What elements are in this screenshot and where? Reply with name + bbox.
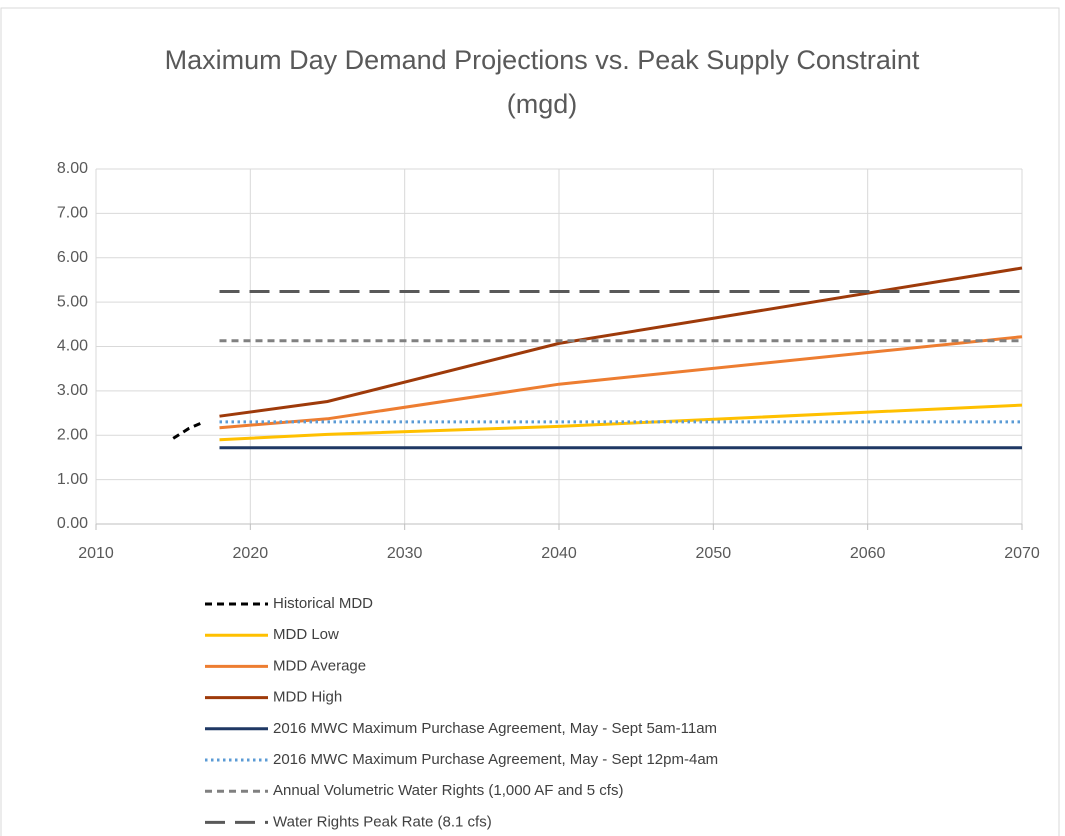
y-tick-label: 2.00 bbox=[57, 426, 88, 443]
legend-label: Annual Volumetric Water Rights (1,000 AF… bbox=[273, 782, 623, 799]
x-tick-label: 2010 bbox=[78, 545, 114, 562]
x-tick-label: 2020 bbox=[233, 545, 269, 562]
series-line bbox=[172, 420, 205, 440]
legend-label: MDD Low bbox=[273, 626, 339, 643]
chart-border bbox=[0, 7, 1060, 836]
legend-label: MDD High bbox=[273, 689, 342, 706]
legend-label: 2016 MWC Maximum Purchase Agreement, May… bbox=[273, 720, 717, 737]
x-tick-label: 2070 bbox=[1004, 545, 1040, 562]
y-tick-label: 6.00 bbox=[57, 249, 88, 266]
legend-label: 2016 MWC Maximum Purchase Agreement, May… bbox=[273, 751, 718, 768]
y-tick-label: 4.00 bbox=[57, 338, 88, 355]
y-tick-label: 0.00 bbox=[57, 515, 88, 532]
y-tick-label: 7.00 bbox=[57, 205, 88, 222]
legend-label: Water Rights Peak Rate (8.1 cfs) bbox=[273, 813, 492, 830]
legend-label: Historical MDD bbox=[273, 595, 373, 612]
x-tick-label: 2050 bbox=[696, 545, 732, 562]
series-line bbox=[219, 266, 1023, 418]
series-line bbox=[219, 403, 1023, 442]
y-tick-label: 8.00 bbox=[57, 160, 88, 177]
y-tick-label: 1.00 bbox=[57, 471, 88, 488]
x-tick-label: 2040 bbox=[541, 545, 577, 562]
y-tick-label: 3.00 bbox=[57, 382, 88, 399]
x-tick-label: 2030 bbox=[387, 545, 423, 562]
legend-label: MDD Average bbox=[273, 657, 366, 674]
y-tick-label: 5.00 bbox=[57, 293, 88, 310]
series-line bbox=[219, 335, 1023, 430]
x-tick-label: 2060 bbox=[850, 545, 886, 562]
chart-title: Maximum Day Demand Projections vs. Peak … bbox=[164, 45, 920, 119]
